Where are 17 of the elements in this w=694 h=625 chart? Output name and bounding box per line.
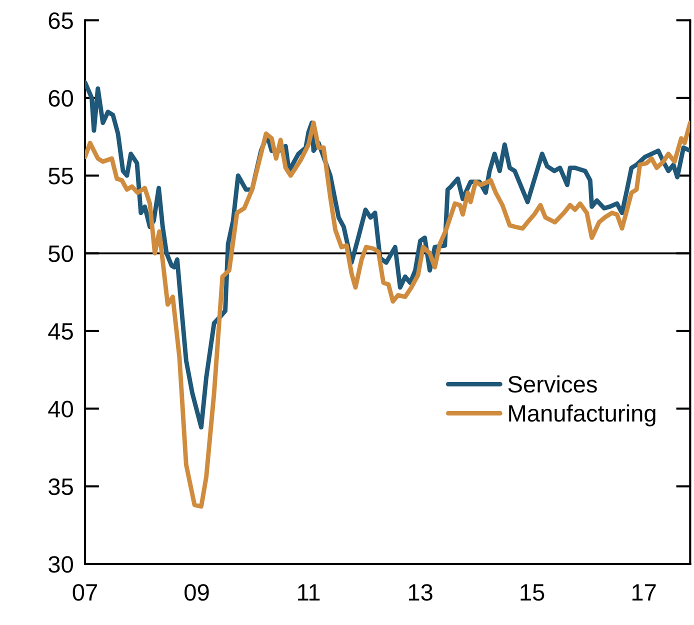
y-tick-label: 35 bbox=[48, 478, 73, 496]
legend-label: Manufacturing bbox=[509, 404, 656, 426]
x-tick-label: 11 bbox=[298, 584, 320, 601]
x-tick-label: 17 bbox=[632, 584, 656, 601]
y-tick-label: 50 bbox=[48, 245, 73, 262]
y-tick-label: 45 bbox=[48, 323, 73, 340]
x-tick-label: 15 bbox=[520, 584, 544, 601]
legend-label: Services bbox=[508, 375, 597, 393]
y-tick-label: 30 bbox=[48, 556, 73, 573]
y-tick-label: 40 bbox=[48, 400, 73, 418]
x-tick-label: 07 bbox=[72, 584, 97, 601]
y-tick-label: 65 bbox=[48, 12, 73, 30]
y-tick-label: 55 bbox=[48, 168, 73, 184]
line-series bbox=[85, 120, 690, 509]
x-tick-label: 13 bbox=[408, 584, 432, 601]
x-tick-label: 09 bbox=[184, 584, 209, 601]
y-tick-label: 60 bbox=[48, 90, 73, 107]
